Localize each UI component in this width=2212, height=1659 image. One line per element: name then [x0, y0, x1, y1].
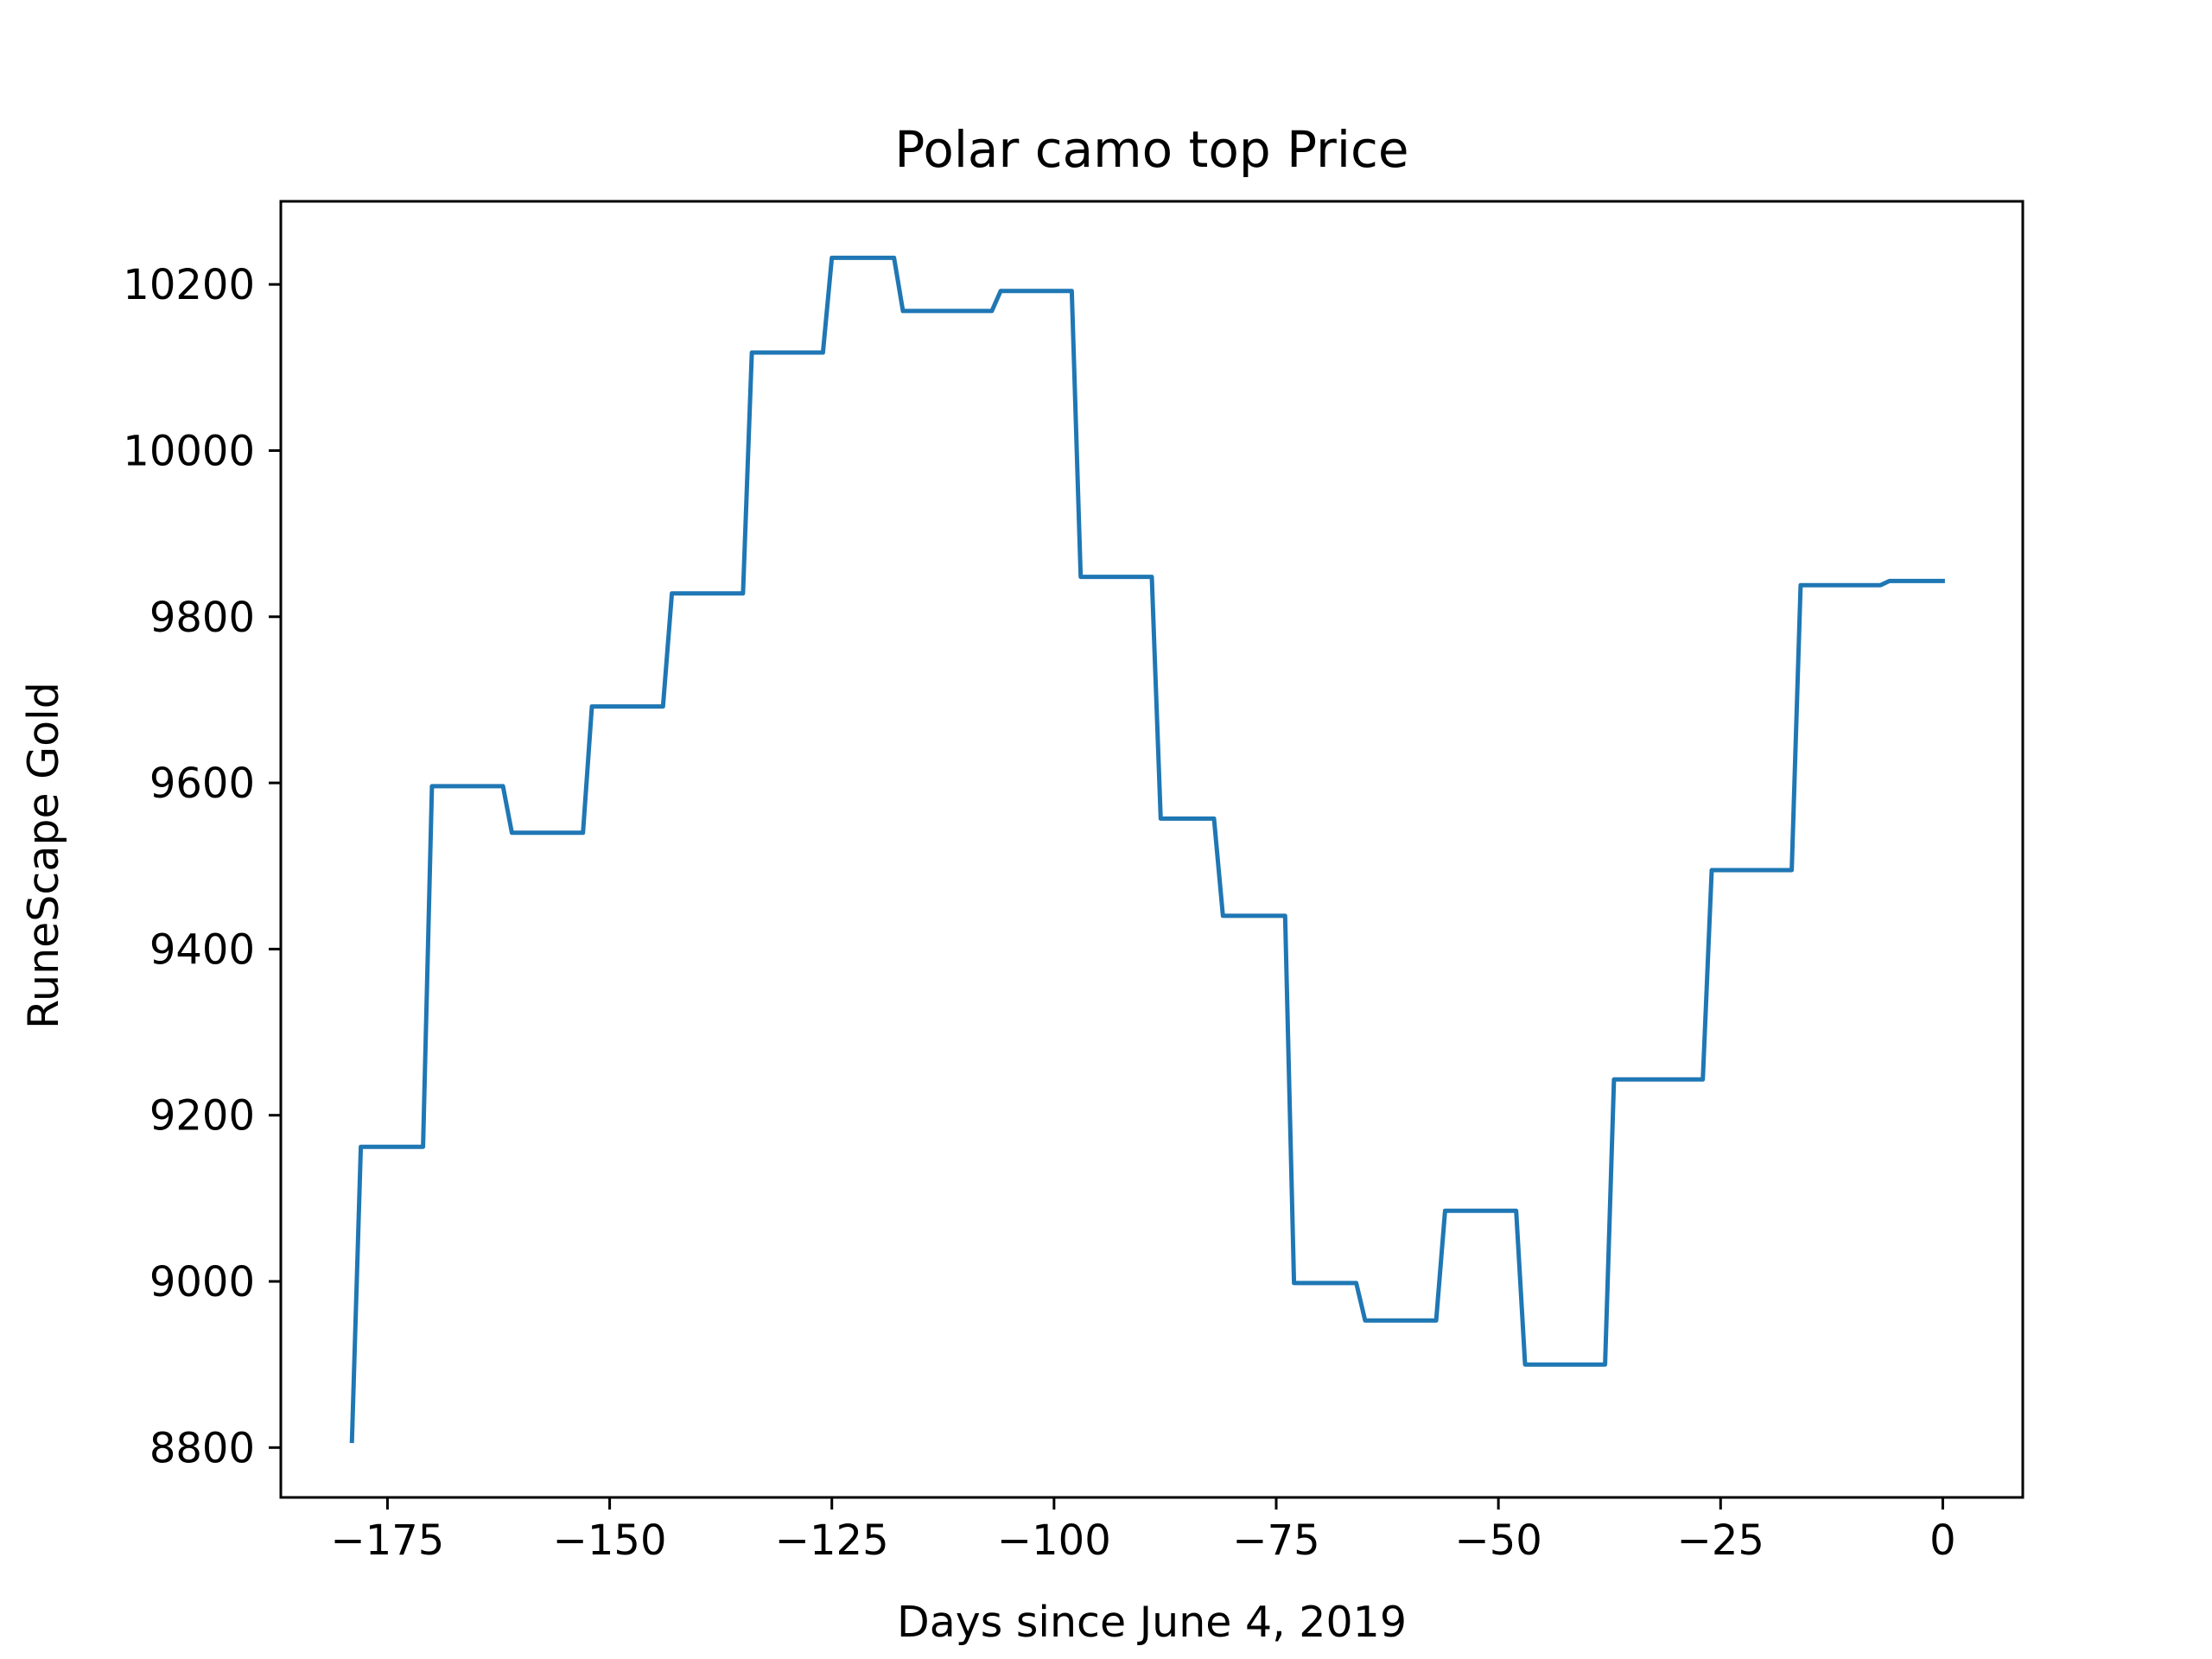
y-tick-label: 9800	[149, 594, 255, 642]
x-tick-label: −150	[553, 1516, 667, 1565]
y-axis: 8800 9000 9200 9400 9600 9800 10000 10200	[123, 261, 281, 1472]
y-tick-label: 10200	[123, 261, 255, 309]
x-tick-label: −100	[997, 1516, 1111, 1565]
y-tick-label: 9400	[149, 925, 255, 974]
x-tick-label: −25	[1677, 1516, 1764, 1565]
y-tick-label: 9200	[149, 1092, 255, 1141]
chart-title: Polar camo top Price	[894, 120, 1408, 179]
y-tick-label: 10000	[123, 427, 255, 475]
series-line	[349, 255, 1945, 1444]
y-tick-label: 8800	[149, 1424, 255, 1472]
x-tick-label: −50	[1454, 1516, 1541, 1565]
plot-frame	[279, 200, 2024, 1499]
y-tick-label: 9000	[149, 1258, 255, 1306]
x-tick-label: −125	[775, 1516, 889, 1565]
y-tick-label: 9600	[149, 760, 255, 808]
x-axis: −175 −150 −125 −100 −75 −50 −25 0	[331, 1497, 1956, 1565]
x-tick-label: 0	[1929, 1516, 1956, 1565]
x-tick-label: −175	[331, 1516, 445, 1565]
x-axis-label: Days since June 4, 2019	[897, 1598, 1407, 1647]
x-tick-label: −75	[1232, 1516, 1319, 1565]
plot-area	[349, 255, 1945, 1444]
y-axis-label: RuneScape Gold	[19, 682, 68, 1029]
